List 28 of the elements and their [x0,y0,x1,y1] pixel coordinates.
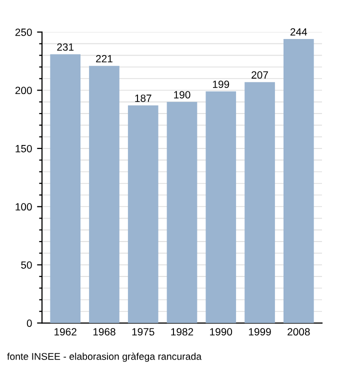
data-label: 187 [135,94,152,102]
x-tick-label: 1982 [171,328,194,336]
data-label: 231 [57,43,74,51]
x-tick-label: 1962 [54,328,76,336]
bar [206,91,236,324]
bar [244,82,275,324]
data-label: 207 [252,71,268,79]
x-tick-label: 1968 [93,328,116,336]
bar [50,54,80,324]
y-tick-label: 150 [16,144,32,152]
x-tick-label: 2008 [288,328,310,336]
data-label: 221 [96,55,112,62]
y-tick-label: 0 [26,320,32,327]
y-tick-label: 100 [16,203,32,211]
y-tick-label: 50 [21,261,32,269]
y-tick-label: 250 [15,28,32,36]
source-note: fonte INSEE - elaborasion gràfega rancurada [7,352,202,362]
bar [128,105,158,324]
data-label: 190 [174,91,190,98]
data-label: 199 [212,80,230,88]
bar [89,66,120,324]
y-tick-label: 200 [15,86,32,94]
x-tick-label: 1990 [210,328,232,336]
x-tick-label: 1999 [248,328,271,336]
x-tick-label: 1975 [132,328,154,336]
bar [284,39,314,324]
bar [166,102,198,324]
data-label: 244 [290,28,308,36]
